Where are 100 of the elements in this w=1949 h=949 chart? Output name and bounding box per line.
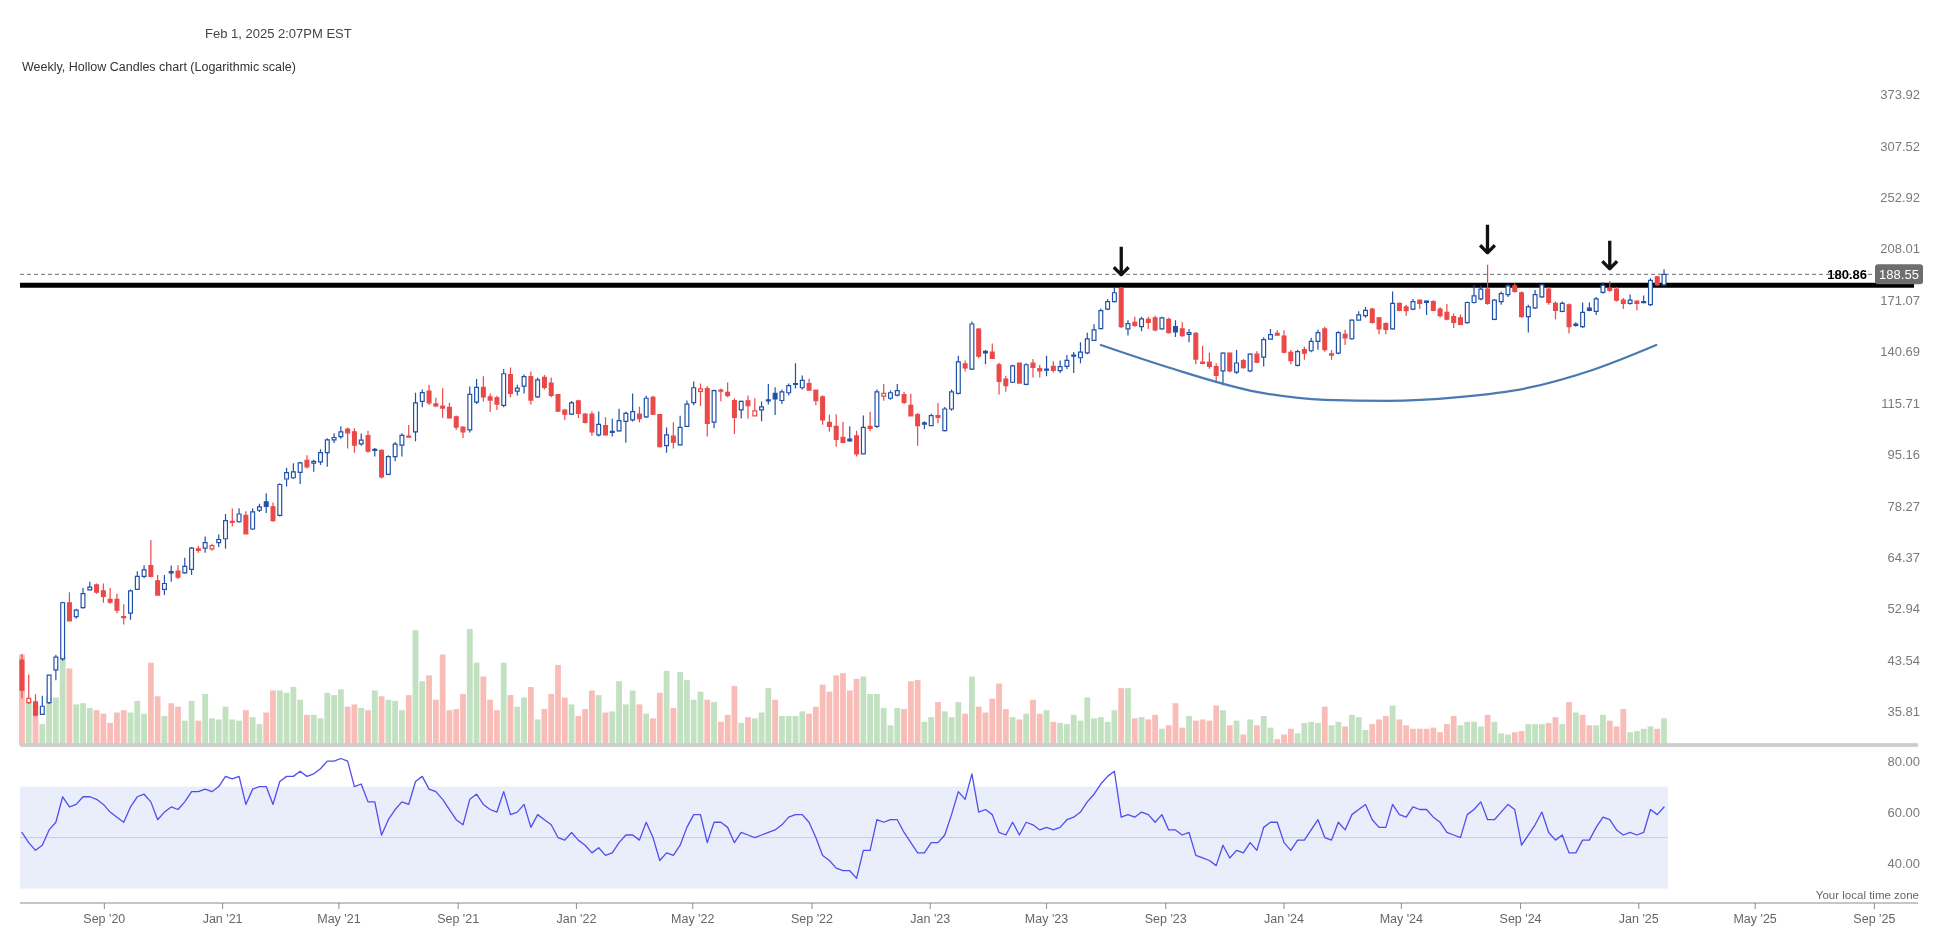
bar [1023, 713, 1030, 745]
x-tick-label: Jan '25 [1618, 912, 1659, 926]
y-tick-label: 52.94 [1887, 600, 1920, 616]
y-tick-label: 80.00 [1887, 753, 1920, 769]
candlestick [419, 388, 425, 408]
candlestick [413, 392, 418, 442]
candlestick [155, 574, 161, 597]
candlestick [1410, 298, 1416, 311]
candlestick [1172, 319, 1178, 338]
candlestick [1349, 318, 1355, 341]
candlestick [1519, 290, 1525, 319]
candlestick [385, 454, 391, 476]
candlestick [874, 388, 880, 429]
bar [405, 695, 412, 745]
x-tick-label: Sep '21 [437, 912, 480, 926]
candlestick [229, 507, 235, 528]
bar [1050, 721, 1057, 745]
candlestick [1593, 296, 1599, 316]
candlestick [1525, 304, 1531, 334]
candlestick [1634, 299, 1640, 311]
x-tick-label: Sep '23 [1144, 912, 1187, 926]
bar [242, 710, 249, 745]
candlestick [745, 395, 751, 420]
line-series [21, 757, 1665, 880]
candlestick [507, 366, 513, 398]
candlestick [1254, 350, 1260, 364]
candlestick [284, 467, 290, 487]
candlestick [1586, 301, 1592, 312]
candlestick [223, 513, 228, 550]
candlestick [379, 448, 385, 479]
candlestick [786, 382, 792, 397]
candlestick [1105, 298, 1111, 311]
candlestick [426, 384, 432, 406]
candlestick [1193, 331, 1199, 365]
candlestick [1654, 275, 1660, 287]
y-tick-label: 115.71 [1881, 395, 1920, 411]
candlestick [1234, 349, 1240, 375]
x-tick-label: May '23 [1024, 912, 1069, 926]
x-tick-label: Sep '25 [1853, 912, 1896, 926]
candlestick [1139, 316, 1145, 332]
candlestick [304, 454, 310, 470]
bar [962, 713, 969, 745]
candlestick [521, 373, 527, 394]
candlestick [467, 385, 473, 434]
bar [195, 720, 202, 745]
annotation: Your local time zone [1815, 889, 1919, 901]
candlestick [697, 382, 703, 407]
x-tick-label: Jan '21 [202, 912, 243, 926]
candlestick [901, 391, 907, 405]
candlestick [66, 591, 72, 622]
candlestick [955, 355, 961, 396]
candlestick [820, 394, 826, 426]
candlestick [1023, 362, 1029, 386]
bar [595, 695, 602, 745]
bar [738, 722, 745, 745]
annotation: ↓ [1592, 232, 1627, 279]
candlestick [1010, 364, 1016, 384]
candlestick [358, 433, 364, 447]
candlestick [94, 582, 100, 595]
y-tick-label: 171.07 [1880, 292, 1920, 308]
bar [1226, 725, 1233, 745]
bar [1159, 728, 1165, 745]
x-tick-label: Jan '24 [1264, 912, 1305, 926]
candlestick [1016, 362, 1022, 385]
candlestick [704, 385, 710, 438]
candlestick [528, 370, 534, 406]
bar [1118, 688, 1125, 745]
candlestick [1329, 349, 1335, 361]
bar [25, 699, 32, 745]
candlestick [1125, 319, 1131, 337]
bar [935, 702, 941, 745]
candlestick [541, 374, 547, 391]
candlestick [881, 383, 887, 402]
candlestick [1301, 346, 1307, 361]
candlestick [596, 410, 602, 438]
candlestick [664, 426, 670, 454]
candlestick [949, 388, 955, 412]
candlestick [1267, 328, 1273, 341]
candlestick [1071, 351, 1077, 374]
bar [1321, 706, 1328, 745]
candlestick [1430, 299, 1436, 312]
candlestick [915, 412, 921, 447]
candlestick [73, 608, 79, 620]
candlestick [677, 415, 683, 447]
candlestick [1566, 302, 1572, 335]
bar [1566, 702, 1572, 745]
bar [711, 702, 717, 745]
candlestick [989, 342, 995, 360]
candlestick [365, 430, 371, 454]
candlestick [1641, 294, 1647, 305]
x-tick-label: May '25 [1733, 912, 1777, 926]
candlestick [1077, 341, 1083, 364]
candlestick [243, 510, 249, 536]
candlestick [161, 574, 167, 596]
candlestick [1607, 280, 1613, 293]
y-tick-label: 60.00 [1887, 804, 1920, 820]
candlestick [860, 414, 866, 455]
bar [304, 714, 310, 745]
candlestick [141, 564, 147, 579]
bar [1254, 725, 1260, 745]
